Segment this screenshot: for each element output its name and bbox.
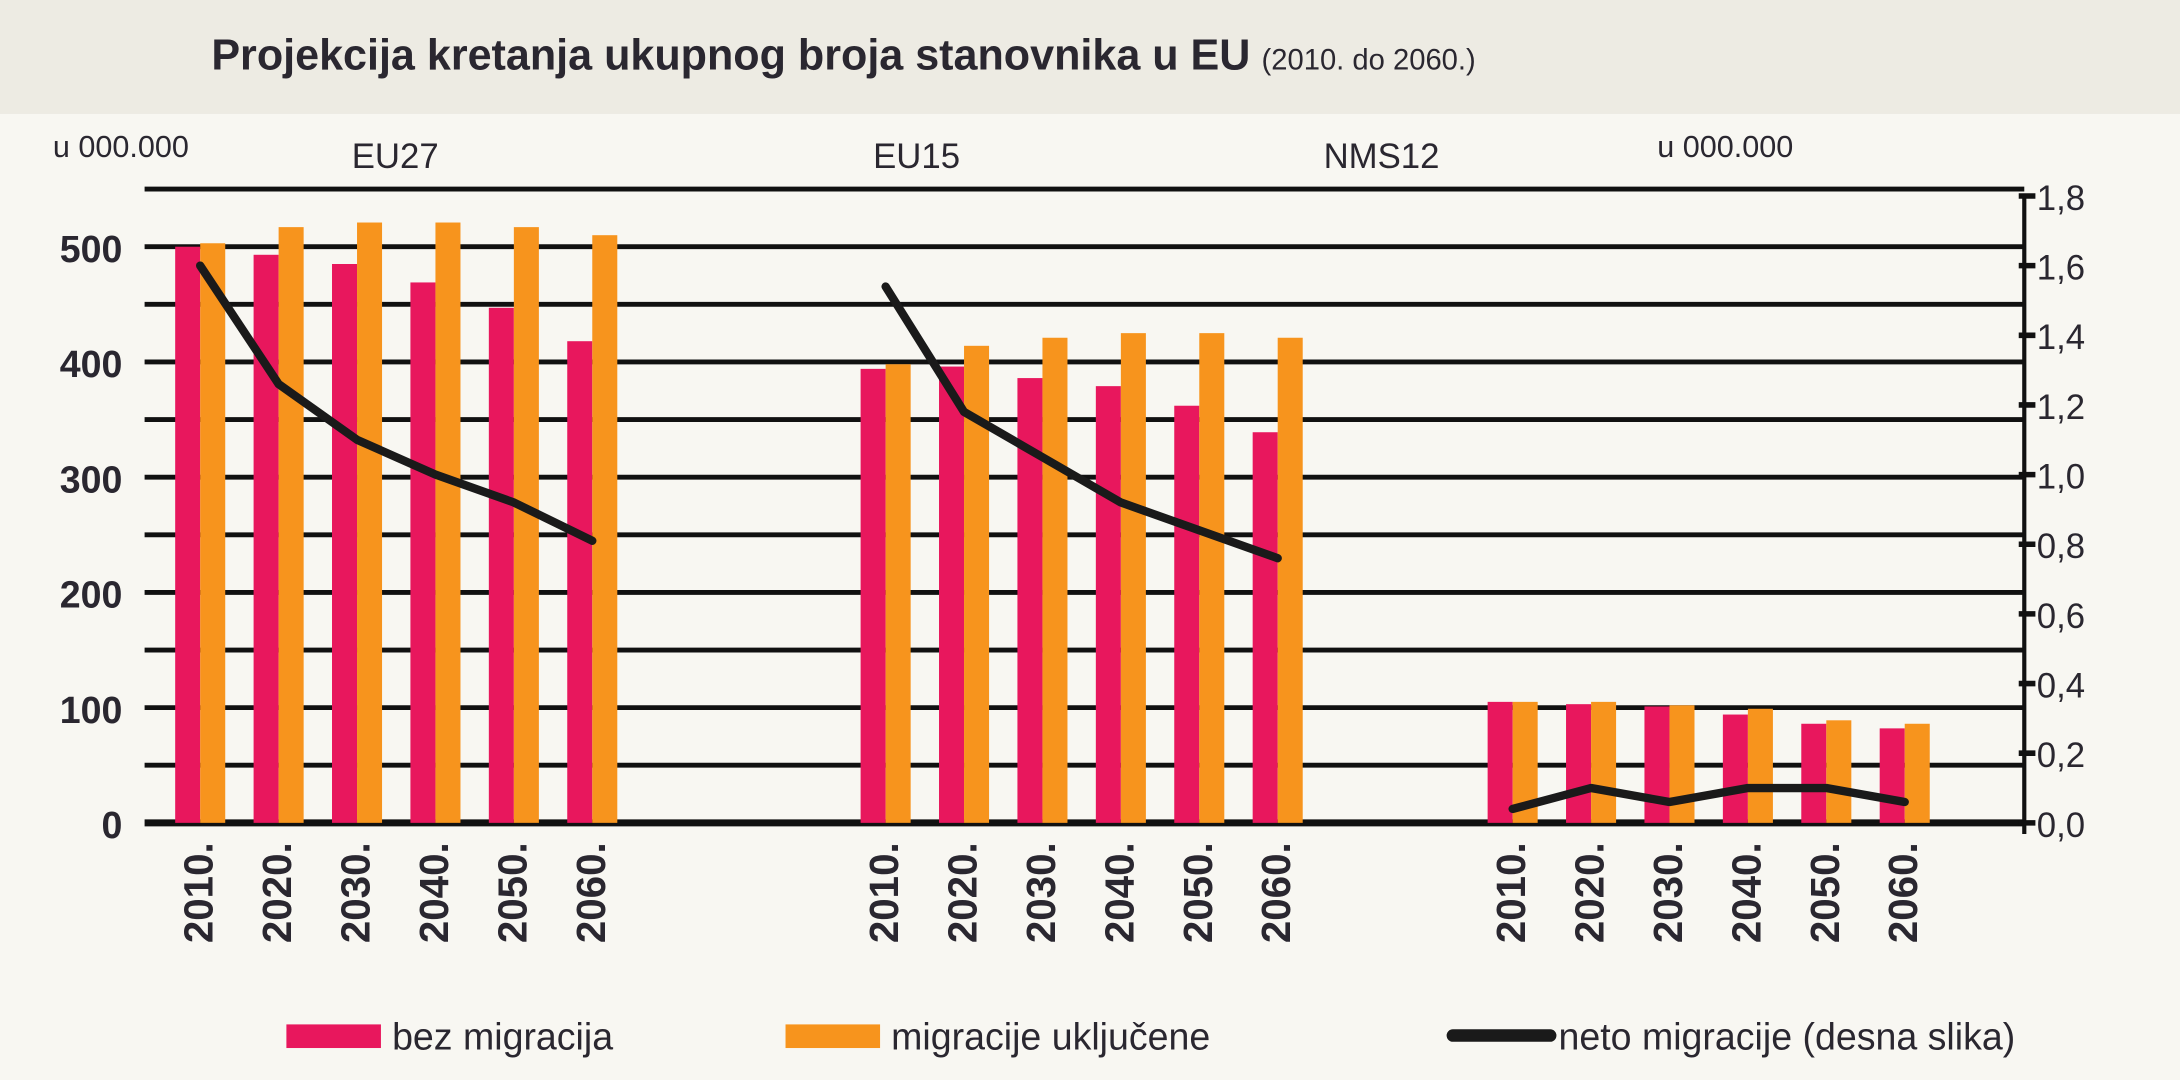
x-tick-label: 2040.	[1097, 842, 1142, 943]
left-tick-label: 100	[60, 689, 123, 731]
bar-migracije-ukljucene	[200, 243, 226, 823]
bar-migracije-ukljucene	[1042, 337, 1068, 823]
left-tick-label: 200	[60, 574, 123, 616]
bar-migracije-ukljucene	[592, 235, 618, 823]
x-tick-label: 2010.	[177, 842, 222, 943]
right-tick-label: 0,6	[2037, 598, 2085, 636]
bar-bez-migracija	[1566, 704, 1592, 823]
bar-bez-migracija	[567, 341, 593, 823]
bar-bez-migracija	[1487, 701, 1513, 823]
title-band	[0, 0, 2180, 114]
bar-bez-migracija	[1095, 386, 1121, 823]
right-tick-label: 0,0	[2037, 807, 2085, 845]
x-tick-label: 2040.	[1724, 842, 1769, 943]
bar-bez-migracija	[1879, 728, 1905, 823]
group-label-nms12: NMS12	[1324, 138, 1440, 176]
x-tick-label: 2060.	[569, 842, 614, 943]
bar-bez-migracija	[488, 307, 514, 823]
x-tick-label: 2060.	[1881, 842, 1926, 943]
legend-label: bez migracija	[392, 1015, 613, 1057]
bar-migracije-ukljucene	[1120, 333, 1146, 823]
left-tick-label: 300	[60, 458, 123, 500]
left-tick-label: 500	[60, 228, 123, 270]
bar-bez-migracija	[253, 254, 279, 823]
left-axis-unit: u 000.000	[53, 130, 189, 164]
bar-migracije-ukljucene	[1277, 337, 1303, 823]
left-tick-label: 400	[60, 343, 123, 385]
bar-bez-migracija	[1801, 723, 1827, 823]
bar-bez-migracija	[1174, 405, 1200, 823]
line-neto-migracije	[881, 282, 1282, 563]
group-label-eu15: EU15	[873, 138, 960, 176]
x-tick-label: 2050.	[1176, 842, 1221, 943]
x-tick-label: 2030.	[1019, 842, 1064, 943]
right-tick-label: 0,4	[2037, 667, 2085, 705]
bar-bez-migracija	[175, 246, 201, 823]
bar-bez-migracija	[939, 366, 965, 823]
bar-migracije-ukljucene	[1826, 720, 1852, 823]
right-tick-label: 1,0	[2037, 458, 2085, 496]
bar-bez-migracija	[1722, 714, 1748, 823]
right-tick-label: 0,8	[2037, 528, 2085, 566]
bar-bez-migracija	[332, 264, 358, 823]
legend-label: neto migracije (desna slika)	[1559, 1015, 2016, 1057]
right-tick-label: 0,2	[2037, 737, 2085, 775]
x-tick-label: 2010.	[862, 842, 907, 943]
chart-subtitle: (2010. do 2060.)	[1262, 45, 1476, 77]
x-tick-label: 2050.	[1803, 842, 1848, 943]
legend-label: migracije uključene	[891, 1015, 1210, 1057]
line-neto-migracije	[196, 261, 597, 545]
chart-title: Projekcija kretanja ukupnog broja stanov…	[211, 32, 1475, 80]
bar-migracije-ukljucene	[1747, 708, 1773, 823]
line-neto-migracije	[1508, 783, 1909, 814]
bar-migracije-ukljucene	[1199, 333, 1225, 823]
right-tick-label: 1,2	[2037, 389, 2085, 427]
x-tick-label: 2030.	[334, 842, 379, 943]
legend-swatch-migracije-ukljucene	[785, 1024, 881, 1049]
legend-swatch-bez-migracija	[286, 1024, 381, 1049]
right-axis-unit: u 000.000	[1657, 130, 1793, 164]
bar-migracije-ukljucene	[885, 364, 911, 823]
x-tick-label: 2010.	[1489, 842, 1534, 943]
bar-migracije-ukljucene	[1591, 701, 1617, 823]
bar-migracije-ukljucene	[435, 222, 461, 823]
bar-migracije-ukljucene	[513, 227, 539, 823]
x-tick-label: 2020.	[941, 842, 986, 943]
x-tick-label: 2060.	[1254, 842, 1299, 943]
x-tick-label: 2030.	[1646, 842, 1691, 943]
bar-migracije-ukljucene	[278, 227, 304, 823]
right-tick-label: 1,6	[2037, 250, 2085, 288]
bar-bez-migracija	[1252, 432, 1278, 823]
right-tick-label: 1,4	[2037, 319, 2085, 357]
plot-background	[0, 113, 2180, 1080]
x-tick-label: 2020.	[255, 842, 300, 943]
bar-bez-migracija	[860, 368, 886, 823]
left-tick-label: 0	[101, 804, 122, 846]
bar-migracije-ukljucene	[1904, 723, 1930, 823]
group-label-eu27: EU27	[352, 138, 439, 176]
x-tick-label: 2040.	[412, 842, 457, 943]
right-tick-label: 1,8	[2037, 180, 2085, 218]
bar-bez-migracija	[410, 282, 436, 823]
bar-migracije-ukljucene	[357, 222, 383, 823]
x-tick-label: 2050.	[490, 842, 535, 943]
x-tick-label: 2020.	[1568, 842, 1613, 943]
